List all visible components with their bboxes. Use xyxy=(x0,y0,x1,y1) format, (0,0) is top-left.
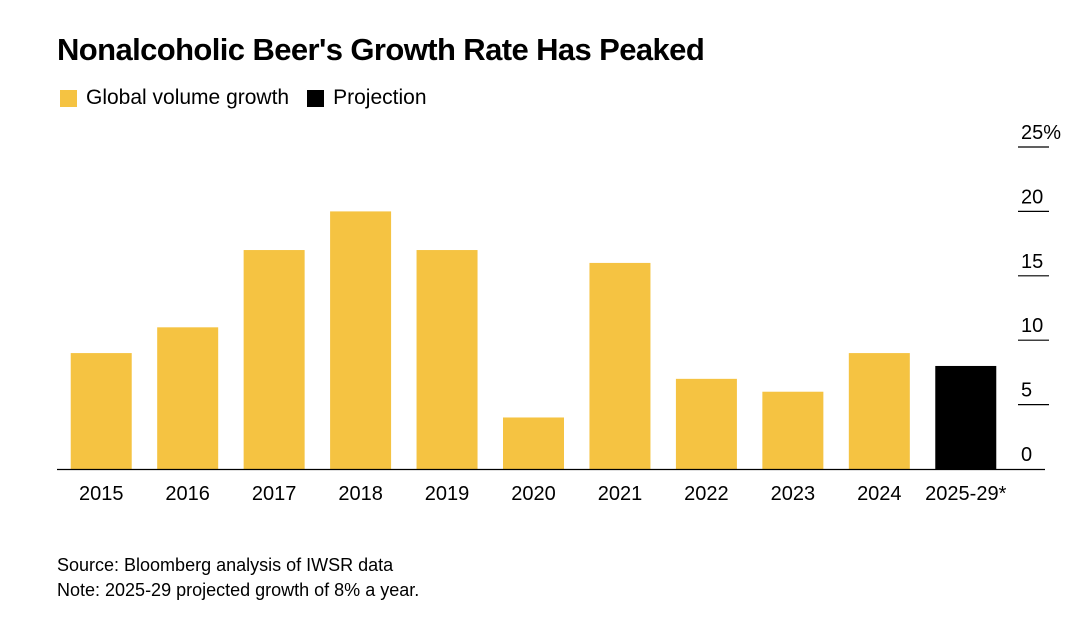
legend-item-projection: Projection xyxy=(307,86,427,110)
projection-note: Note: 2025-29 projected growth of 8% a y… xyxy=(57,580,420,600)
y-tick-label: 10 xyxy=(1021,315,1043,337)
x-tick-label: 2022 xyxy=(684,483,729,505)
y-tick-label: 5 xyxy=(1021,380,1032,402)
x-tick-label: 2020 xyxy=(511,483,556,505)
x-tick-label: 2017 xyxy=(252,483,297,505)
y-tick-label: 20 xyxy=(1021,186,1043,208)
x-tick-label: 2015 xyxy=(79,483,124,505)
legend-label-projection: Projection xyxy=(333,86,427,109)
source-note: Source: Bloomberg analysis of IWSR data xyxy=(57,555,394,575)
y-tick-label: 15 xyxy=(1021,251,1043,273)
bar-growth xyxy=(762,391,824,469)
x-tick-label: 2021 xyxy=(598,483,643,505)
x-tick-label: 2016 xyxy=(165,483,210,505)
bar-growth xyxy=(589,262,651,469)
bar-growth xyxy=(70,353,132,469)
legend-item-growth: Global volume growth xyxy=(60,86,289,110)
chart-footer: Source: Bloomberg analysis of IWSR data … xyxy=(57,553,419,603)
x-tick-label: 2025-29* xyxy=(925,483,1006,505)
y-tick-label: 25% xyxy=(1021,122,1061,144)
x-tick-label: 2019 xyxy=(425,483,470,505)
bar-growth xyxy=(416,250,478,469)
bar-growth xyxy=(330,211,392,469)
chart-legend: Global volume growth Projection xyxy=(60,86,445,110)
bar-projection xyxy=(935,365,997,469)
bar-growth xyxy=(675,378,737,469)
chart-title: Nonalcoholic Beer's Growth Rate Has Peak… xyxy=(57,32,705,67)
x-tick-label: 2018 xyxy=(338,483,383,505)
bar-growth xyxy=(503,417,564,469)
bar-growth xyxy=(848,353,910,469)
bar-growth xyxy=(157,327,219,469)
legend-label-growth: Global volume growth xyxy=(86,86,290,109)
bar-growth xyxy=(243,250,305,469)
x-tick-label: 2024 xyxy=(857,483,902,505)
legend-swatch-growth xyxy=(60,89,77,107)
x-tick-label: 2023 xyxy=(771,483,816,505)
y-tick-label: 0 xyxy=(1021,444,1032,466)
legend-swatch-projection xyxy=(307,89,325,107)
